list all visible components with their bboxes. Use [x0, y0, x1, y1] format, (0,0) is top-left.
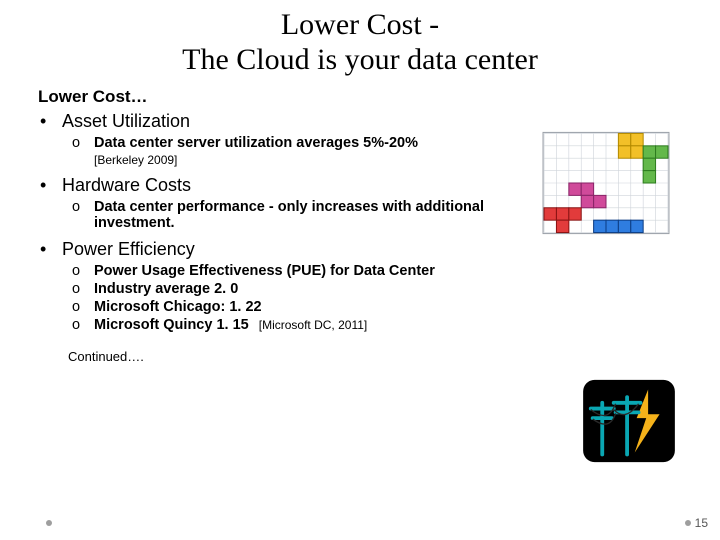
- subheading: Lower Cost…: [38, 87, 682, 107]
- bullet-mark: •: [40, 175, 62, 196]
- sub-text: Microsoft Chicago: 1. 22: [94, 299, 682, 315]
- decorative-dot: [46, 520, 52, 526]
- circle-mark: o: [72, 263, 94, 279]
- circle-mark: o: [72, 199, 94, 215]
- circle-mark: o: [72, 317, 94, 333]
- bullet-label: Hardware Costs: [62, 175, 191, 196]
- continued-text: Continued….: [68, 349, 682, 364]
- page-number: 15: [685, 516, 708, 530]
- sub-text: Data center performance - only increases…: [94, 199, 502, 231]
- sub-item: o Industry average 2. 0: [72, 281, 682, 297]
- bullet-mark: •: [40, 239, 62, 260]
- tetris-icon: [542, 128, 670, 238]
- sub-text: Industry average 2. 0: [94, 281, 682, 297]
- bullet-label: Power Efficiency: [62, 239, 195, 260]
- slide-title: Lower Cost - The Cloud is your data cent…: [0, 0, 720, 77]
- circle-mark: o: [72, 135, 94, 151]
- sub-text-main: Microsoft Quincy 1. 15: [94, 317, 249, 333]
- title-line-2: The Cloud is your data center: [0, 43, 720, 78]
- sub-text: Microsoft Quincy 1. 15 [Microsoft DC, 20…: [94, 317, 682, 333]
- bullet-mark: •: [40, 111, 62, 132]
- bullet-power-efficiency: • Power Efficiency: [40, 239, 682, 260]
- circle-mark: o: [72, 281, 94, 297]
- sub-item: o Data center performance - only increas…: [72, 199, 502, 231]
- sub-item: o Microsoft Chicago: 1. 22: [72, 299, 682, 315]
- bullet-label: Asset Utilization: [62, 111, 190, 132]
- circle-mark: o: [72, 299, 94, 315]
- page-dot-icon: [685, 520, 691, 526]
- sub-text: Power Usage Effectiveness (PUE) for Data…: [94, 263, 682, 279]
- page-number-value: 15: [695, 516, 708, 530]
- inline-citation: [Microsoft DC, 2011]: [259, 318, 367, 332]
- power-lines-icon: [580, 378, 678, 464]
- title-line-1: Lower Cost -: [0, 8, 720, 43]
- sub-item: o Power Usage Effectiveness (PUE) for Da…: [72, 263, 682, 279]
- sub-item: o Microsoft Quincy 1. 15 [Microsoft DC, …: [72, 317, 682, 333]
